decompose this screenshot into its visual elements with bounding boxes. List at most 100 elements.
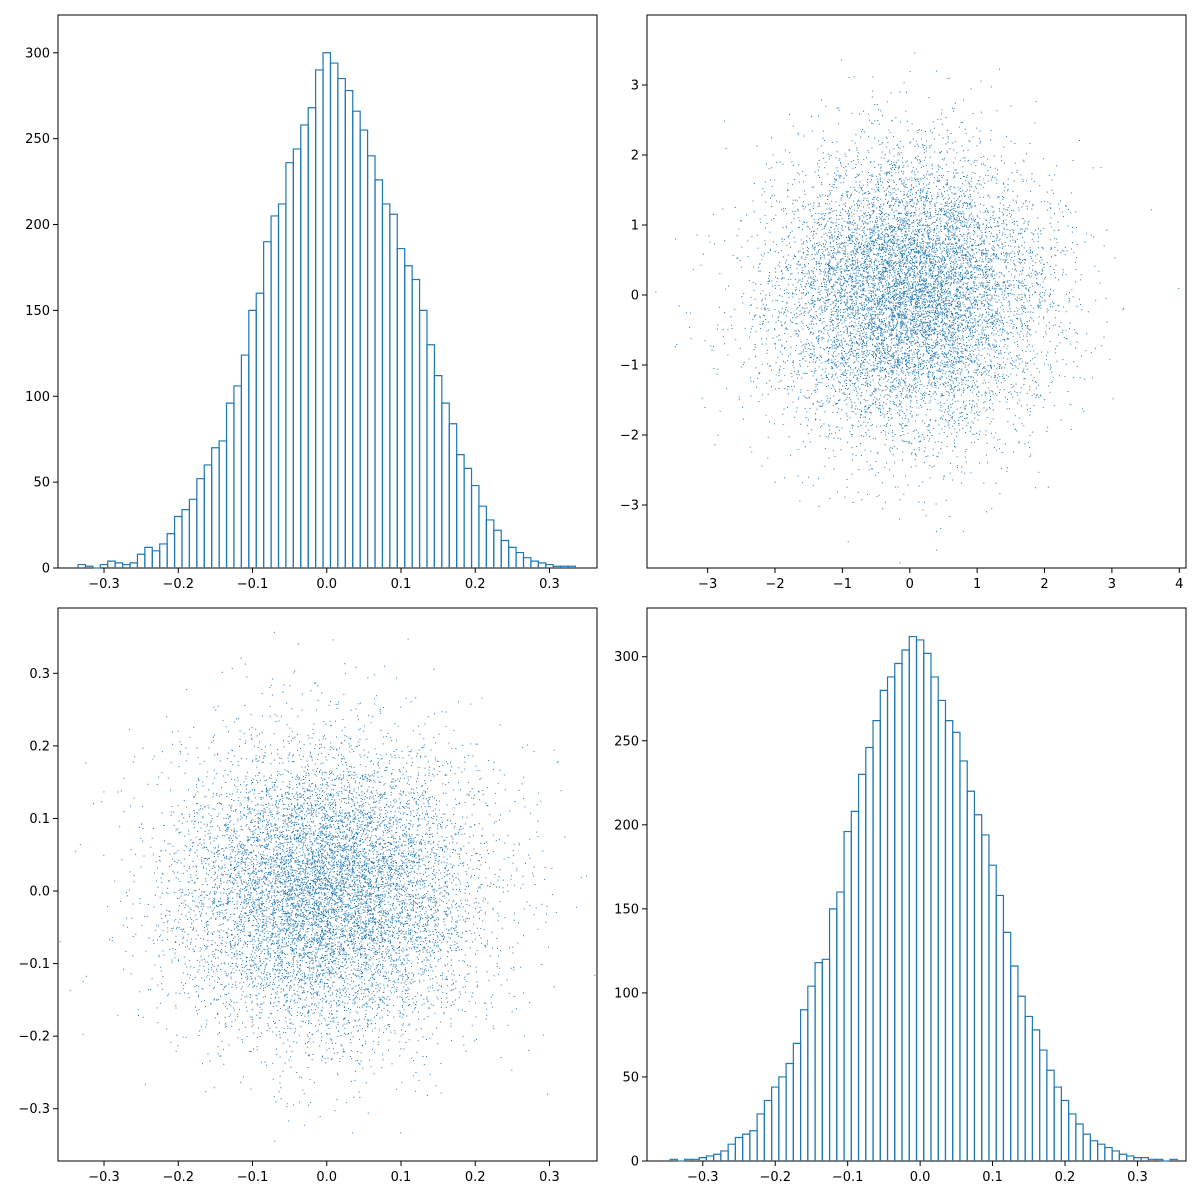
scatter-point	[956, 342, 958, 344]
scatter-point	[828, 437, 830, 439]
scatter-point	[996, 284, 998, 286]
scatter-point	[831, 354, 833, 356]
scatter-point	[951, 209, 953, 210]
scatter-point	[941, 168, 943, 170]
scatter-point	[939, 294, 941, 296]
scatter-point	[828, 264, 830, 266]
scatter-point	[917, 223, 919, 225]
scatter-point	[799, 263, 801, 265]
scatter-point	[1007, 281, 1008, 283]
scatter-point	[910, 281, 912, 283]
scatter-point	[877, 227, 879, 229]
scatter-point	[894, 229, 895, 231]
scatter-point	[1059, 208, 1061, 210]
scatter-point	[989, 196, 991, 198]
scatter-point	[858, 349, 860, 350]
scatter-point	[823, 140, 825, 141]
scatter-point	[943, 355, 945, 357]
scatter-point	[792, 183, 793, 185]
scatter-point	[910, 213, 912, 215]
scatter-point	[890, 319, 892, 321]
scatter-point	[934, 398, 936, 400]
scatter-point	[922, 251, 924, 253]
scatter-point	[761, 465, 763, 467]
scatter-point	[839, 381, 840, 383]
scatter-point	[838, 310, 840, 312]
scatter-point	[888, 297, 890, 299]
scatter-point	[960, 216, 962, 218]
scatter-point	[828, 262, 830, 264]
scatter-point	[986, 297, 988, 299]
scatter-point	[817, 219, 819, 221]
scatter-point	[970, 261, 972, 263]
scatter-point	[947, 198, 949, 200]
scatter-point	[819, 346, 821, 348]
scatter-point	[812, 287, 814, 289]
scatter-point	[965, 349, 967, 351]
scatter-point	[882, 231, 883, 233]
scatter-point	[821, 339, 823, 341]
scatter-point	[885, 308, 887, 310]
scatter-point	[895, 256, 897, 257]
scatter-point	[801, 271, 802, 273]
scatter-point	[938, 269, 940, 271]
scatter-point	[839, 175, 841, 177]
scatter-point	[833, 329, 835, 331]
scatter-point	[941, 375, 943, 377]
scatter-point	[1025, 351, 1027, 352]
scatter-point	[997, 301, 999, 303]
scatter-point	[808, 271, 810, 273]
scatter-point	[921, 406, 923, 408]
scatter-point	[760, 308, 762, 310]
scatter-point	[937, 364, 939, 366]
scatter-point	[934, 300, 936, 302]
scatter-point	[903, 293, 905, 295]
scatter-point	[938, 342, 940, 344]
scatter-point	[1065, 329, 1067, 331]
scatter-point	[754, 298, 756, 300]
scatter-point	[910, 303, 912, 305]
scatter-point	[951, 244, 952, 245]
scatter-point	[886, 137, 888, 139]
scatter-point	[1036, 282, 1038, 283]
scatter-point	[829, 209, 831, 211]
scatter-point	[930, 237, 932, 239]
scatter-point	[892, 285, 894, 287]
scatter-point	[980, 374, 982, 376]
scatter-point	[923, 313, 925, 315]
scatter-point	[859, 342, 861, 344]
scatter-point	[893, 352, 895, 354]
scatter-point	[857, 361, 859, 363]
scatter-point	[887, 411, 889, 412]
scatter-point	[1065, 206, 1067, 207]
scatter-point	[907, 336, 909, 338]
scatter-point	[1072, 226, 1074, 228]
scatter-point	[820, 356, 822, 358]
scatter-point	[968, 252, 969, 254]
scatter-point	[836, 299, 837, 301]
scatter-point	[844, 264, 846, 266]
scatter-point	[899, 259, 901, 261]
scatter-point	[904, 206, 906, 208]
scatter-point	[999, 493, 1001, 495]
scatter-point	[838, 279, 840, 281]
scatter-point	[856, 340, 857, 342]
scatter-point	[812, 205, 814, 207]
scatter-point	[875, 357, 877, 359]
scatter-point	[1038, 323, 1040, 325]
scatter-point	[954, 364, 956, 366]
scatter-point	[871, 278, 873, 280]
scatter-point	[953, 215, 954, 217]
scatter-point	[940, 416, 942, 418]
scatter-point	[984, 329, 986, 331]
scatter-point	[1028, 290, 1030, 292]
scatter-point	[787, 254, 789, 256]
scatter-point	[923, 450, 925, 452]
scatter-point	[921, 287, 923, 289]
scatter-point	[853, 326, 855, 328]
scatter-point	[1019, 336, 1021, 338]
scatter-point	[969, 350, 971, 352]
scatter-point	[876, 187, 878, 189]
scatter-point	[831, 246, 833, 248]
scatter-point	[926, 254, 928, 256]
